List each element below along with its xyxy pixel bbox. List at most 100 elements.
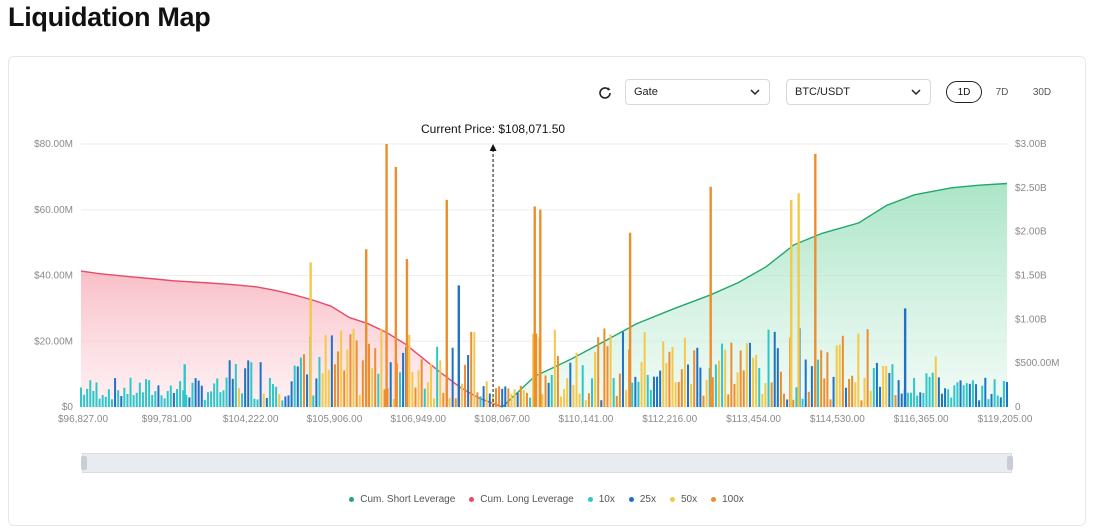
bar-100x <box>693 350 696 407</box>
bar-50x <box>578 393 581 407</box>
bar-10x <box>965 383 968 407</box>
bar-10x <box>795 387 798 407</box>
bar-10x <box>123 387 126 407</box>
bar-10x <box>318 357 321 407</box>
bar-10x <box>132 395 135 407</box>
bar-10x <box>649 390 652 407</box>
bar-100x <box>498 386 501 407</box>
bar-10x <box>925 373 928 407</box>
y-left-tick-label: $80.00M <box>34 139 73 150</box>
bar-25x <box>944 388 947 407</box>
legend-item[interactable]: Cum. Short Leverage <box>349 494 455 505</box>
bar-100x <box>618 373 621 407</box>
bar-100x <box>349 334 352 407</box>
bar-25x <box>621 331 624 407</box>
bar-10x <box>891 364 894 407</box>
range-7d-button[interactable]: 7D <box>995 86 1009 98</box>
bar-100x <box>820 350 823 407</box>
bar-50x <box>609 334 612 407</box>
x-tick-label: $99,781.00 <box>142 414 192 425</box>
bar-50x <box>429 363 432 407</box>
bar-10x <box>436 346 439 407</box>
bar-25x <box>451 347 454 407</box>
bar-10x <box>183 364 186 407</box>
bar-50x <box>934 356 937 407</box>
bar-25x <box>968 383 971 407</box>
bar-10x <box>129 377 132 407</box>
x-tick-label: $114,530.00 <box>810 414 865 425</box>
legend-item[interactable]: 25x <box>628 494 656 505</box>
refresh-icon[interactable] <box>597 85 613 101</box>
bar-50x <box>690 384 693 407</box>
bar-10x <box>216 378 219 407</box>
bar-25x <box>897 380 900 407</box>
bar-50x <box>665 363 668 407</box>
x-tick-label: $116,365.00 <box>894 414 949 425</box>
bar-50x <box>671 346 674 407</box>
bar-10x <box>154 391 157 407</box>
bar-100x <box>823 378 826 407</box>
legend-item[interactable]: 100x <box>711 494 744 505</box>
y-right-tick-label: $500.00M <box>1015 358 1059 369</box>
x-tick-label: $96,827.00 <box>58 414 108 425</box>
zoom-handle-left[interactable] <box>81 456 87 470</box>
bar-50x <box>838 344 841 407</box>
bar-25x <box>330 335 333 407</box>
zoom-slider[interactable] <box>81 453 1013 473</box>
zoom-handle-right[interactable] <box>1007 456 1013 470</box>
bar-100x <box>792 399 795 407</box>
bar-100x <box>533 206 536 407</box>
legend-dot-icon <box>587 497 593 502</box>
bar-10x <box>176 389 179 407</box>
bar-10x <box>241 393 244 407</box>
exchange-select[interactable]: Gate <box>625 79 770 105</box>
legend-item[interactable]: Cum. Long Leverage <box>469 494 574 505</box>
bar-100x <box>420 359 423 407</box>
bar-50x <box>717 360 720 407</box>
bar-100x <box>733 383 736 407</box>
bar-100x <box>848 379 851 407</box>
range-1d-button[interactable]: 1D <box>946 81 982 103</box>
bar-50x <box>854 382 857 407</box>
bar-25x <box>194 378 197 407</box>
bar-100x <box>454 398 457 407</box>
legend-item[interactable]: 50x <box>669 494 697 505</box>
bar-100x <box>730 342 733 407</box>
bar-10x <box>281 400 284 407</box>
bar-10x <box>612 378 615 407</box>
bar-50x <box>863 377 866 407</box>
bar-25x <box>656 376 659 407</box>
bar-50x <box>324 334 327 407</box>
bar-25x <box>389 362 392 407</box>
bar-25x <box>467 355 470 407</box>
x-tick-label: $104,222.00 <box>223 414 279 425</box>
bar-50x <box>346 349 349 407</box>
bar-100x <box>770 382 773 407</box>
bar-25x <box>652 376 655 407</box>
range-30d-button[interactable]: 30D <box>1032 86 1052 98</box>
legend-dot-icon <box>711 497 717 502</box>
bar-10x <box>981 385 984 407</box>
bar-100x <box>368 343 371 407</box>
bar-100x <box>597 337 600 407</box>
bar-10x <box>101 395 104 407</box>
bar-10x <box>126 393 129 407</box>
chevron-down-icon <box>750 89 760 96</box>
bar-25x <box>699 367 702 407</box>
bar-50x <box>705 379 708 407</box>
y-left-tick-label: $60.00M <box>34 205 73 216</box>
bar-100x <box>365 249 368 407</box>
bar-100x <box>361 360 364 407</box>
bar-100x <box>385 144 388 407</box>
bar-50x <box>321 373 324 407</box>
legend-item[interactable]: 10x <box>587 494 615 505</box>
bar-50x <box>575 352 578 407</box>
pair-select[interactable]: BTC/USDT <box>786 79 931 105</box>
bar-100x <box>414 387 417 407</box>
bar-25x <box>247 360 250 407</box>
bar-50x <box>643 332 646 407</box>
bar-50x <box>278 394 281 407</box>
pair-select-value: BTC/USDT <box>795 86 850 98</box>
bar-50x <box>448 398 451 407</box>
bar-25x <box>776 348 779 407</box>
